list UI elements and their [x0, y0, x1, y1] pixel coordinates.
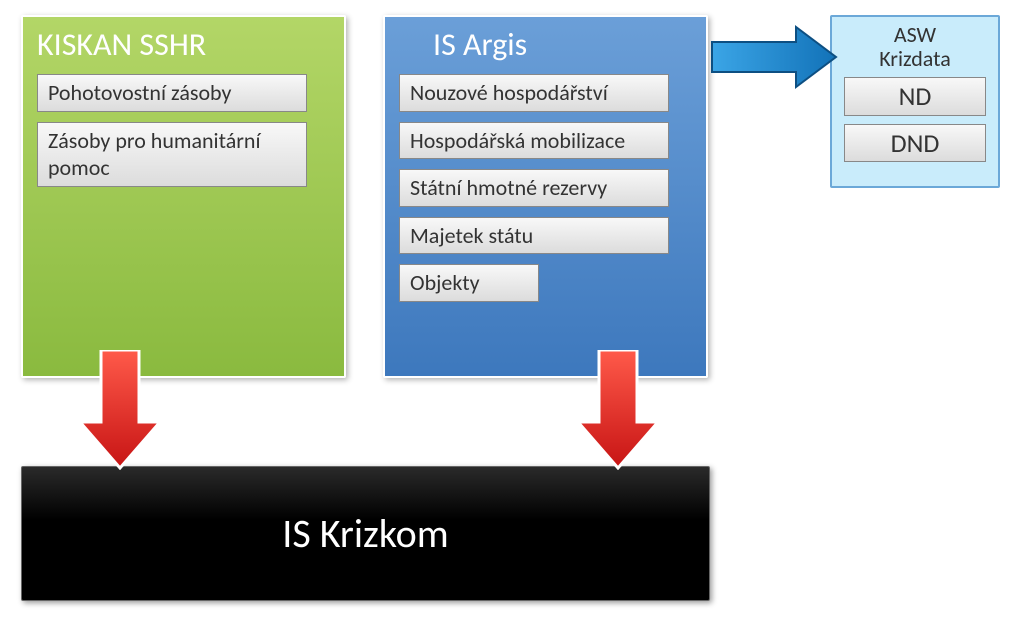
argis-items: Nouzové hospodářství Hospodářská mobiliz… [385, 74, 706, 302]
node-asw: ASW Krizdata ND DND [830, 15, 1000, 188]
kiskan-title: KISKAN SSHR [23, 17, 344, 74]
arrow-kiskan-krizkom [78, 350, 162, 470]
kiskan-item: Pohotovostní zásoby [37, 74, 307, 112]
asw-title-line1: ASW [894, 21, 936, 48]
arrow-argis-asw [710, 24, 840, 90]
asw-item: ND [844, 77, 986, 116]
arrow-argis-krizkom [576, 350, 660, 470]
kiskan-item: Zásoby pro humanitární pomoc [37, 122, 307, 187]
asw-title: ASW Krizdata [832, 17, 998, 77]
argis-item: Státní hmotné rezervy [399, 169, 669, 207]
asw-items: ND DND [832, 77, 998, 162]
asw-title-line2: Krizdata [879, 45, 951, 72]
node-krizkom: IS Krizkom [21, 466, 710, 601]
argis-item: Objekty [399, 264, 539, 302]
kiskan-items: Pohotovostní zásoby Zásoby pro humanitár… [23, 74, 344, 187]
argis-title: IS Argis [385, 17, 706, 74]
node-argis: IS Argis Nouzové hospodářství Hospodářsk… [383, 15, 708, 378]
asw-item: DND [844, 124, 986, 163]
node-kiskan: KISKAN SSHR Pohotovostní zásoby Zásoby p… [21, 15, 346, 378]
argis-item: Hospodářská mobilizace [399, 122, 669, 160]
argis-item: Majetek státu [399, 217, 669, 255]
krizkom-title: IS Krizkom [282, 509, 448, 558]
argis-item: Nouzové hospodářství [399, 74, 669, 112]
